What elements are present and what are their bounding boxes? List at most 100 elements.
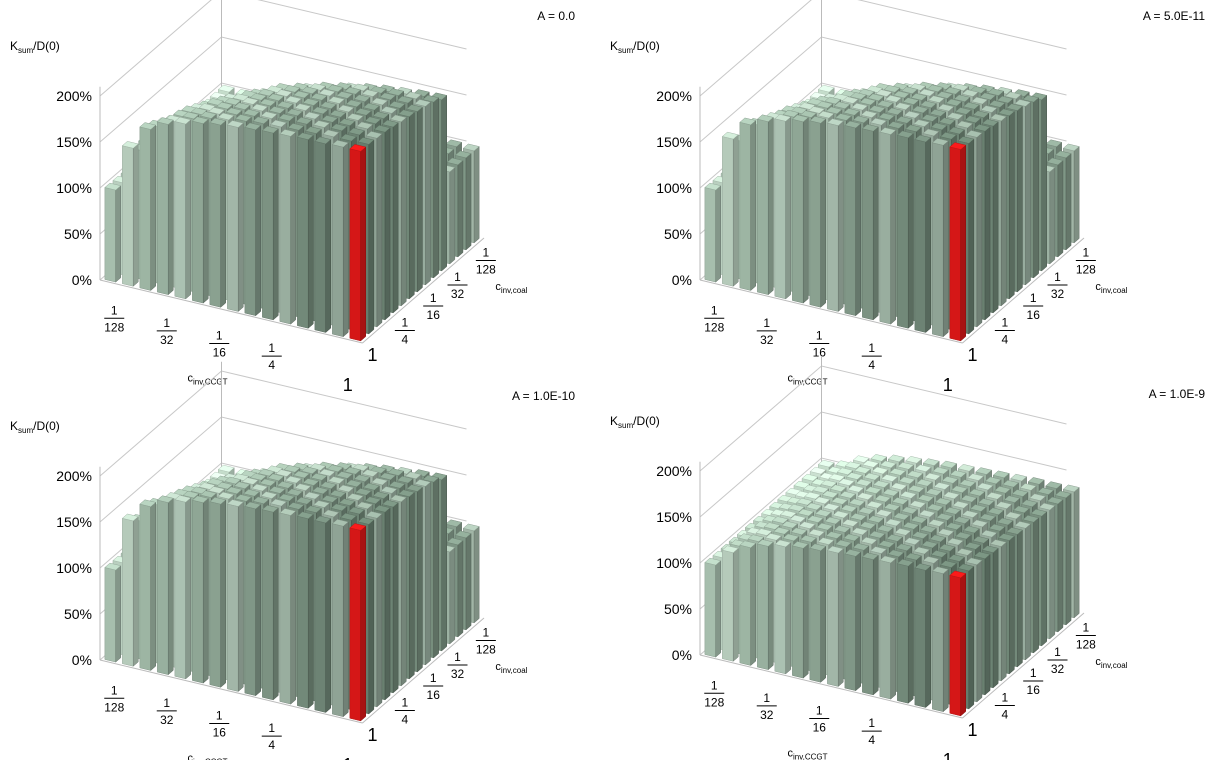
y-axis-line <box>962 237 1085 344</box>
bar <box>774 539 792 675</box>
z-tick-label: 200% <box>56 468 92 484</box>
x-tick-label: 14 <box>261 721 282 752</box>
svg-text:32: 32 <box>1051 662 1065 676</box>
y-tick-label: 1 <box>367 725 377 745</box>
y-tick-label: 1 <box>367 345 377 365</box>
bar <box>349 523 367 722</box>
bars <box>104 81 480 342</box>
x-tick-label: 116 <box>209 329 230 360</box>
svg-text:1: 1 <box>816 704 823 718</box>
bar <box>704 182 722 283</box>
x-tick-label: 1 <box>943 750 953 760</box>
z-tick-label: 0% <box>672 272 692 288</box>
bar <box>191 116 209 304</box>
z-tick-label: 0% <box>72 652 92 668</box>
z-tick-label: 100% <box>656 555 692 571</box>
x-axis-line <box>699 654 963 719</box>
z-tick-label: 200% <box>656 463 692 479</box>
bar <box>826 545 844 688</box>
y-axis-line <box>962 612 1085 719</box>
svg-text:1: 1 <box>763 691 770 705</box>
bar <box>261 125 279 321</box>
z-tick-label: 200% <box>56 88 92 104</box>
bar <box>721 545 739 662</box>
svg-text:1: 1 <box>1002 691 1009 705</box>
svg-text:128: 128 <box>704 695 724 709</box>
bar <box>209 496 227 688</box>
x-axis-line <box>99 279 363 344</box>
bar <box>774 114 792 300</box>
svg-text:1: 1 <box>1054 645 1061 659</box>
bar <box>349 144 367 342</box>
y-axis-line <box>362 237 485 344</box>
x-tick-label: 132 <box>156 316 177 347</box>
bar <box>226 120 244 313</box>
bar <box>121 513 139 667</box>
bar <box>104 562 122 663</box>
bar <box>791 114 809 304</box>
y-tick-label: 1 <box>967 345 977 365</box>
z-axis-label: Ksum/D(0) <box>610 414 660 430</box>
bar <box>331 139 349 338</box>
svg-text:1: 1 <box>711 678 718 692</box>
bar <box>931 566 949 713</box>
bar <box>314 136 332 334</box>
x-tick-label: 1 <box>343 375 353 395</box>
y-tick-label: 116 <box>423 671 444 702</box>
bar <box>756 539 774 671</box>
bar <box>809 116 827 308</box>
svg-text:1: 1 <box>943 750 953 760</box>
bar <box>931 138 949 338</box>
z-tick-label: 0% <box>72 272 92 288</box>
y-tick-label: 14 <box>394 316 415 347</box>
bar <box>226 499 244 693</box>
gridline <box>699 0 1067 97</box>
chart-title: A = 1.0E-10 <box>512 389 575 403</box>
bar <box>279 508 297 705</box>
bars <box>704 454 1080 717</box>
svg-text:128: 128 <box>1076 638 1096 652</box>
x-tick-label: 116 <box>809 704 830 735</box>
bar <box>244 501 262 697</box>
chart-title: A = 0.0 <box>537 9 575 23</box>
y-tick-label: 132 <box>1047 270 1068 301</box>
x-axis-line <box>699 279 963 344</box>
bar <box>139 122 157 292</box>
bar <box>331 519 349 718</box>
y-tick-label: 14 <box>394 696 415 727</box>
bar <box>949 142 967 342</box>
x-tick-label: 1 <box>943 375 953 395</box>
bar <box>739 117 757 292</box>
bar <box>704 557 722 658</box>
svg-text:1: 1 <box>967 720 977 740</box>
bar <box>121 141 139 287</box>
bars <box>104 461 480 722</box>
z-tick-label: 150% <box>656 134 692 150</box>
y-tick-label: 14 <box>994 691 1015 722</box>
chart-title: A = 1.0E-9 <box>1149 387 1206 401</box>
y-tick-label: 14 <box>994 316 1015 347</box>
svg-text:1: 1 <box>1083 621 1090 635</box>
x-tick-label: 116 <box>809 329 830 360</box>
x-tick-label: 132 <box>756 316 777 347</box>
bar <box>174 116 192 300</box>
bar <box>739 540 757 667</box>
gridline <box>99 0 467 97</box>
svg-text:4: 4 <box>868 733 875 747</box>
bar <box>296 132 314 329</box>
x-tick-label: 116 <box>209 709 230 740</box>
bar <box>861 124 879 321</box>
bar <box>896 558 914 704</box>
z-tick-label: 100% <box>56 180 92 196</box>
bar <box>914 134 932 334</box>
svg-text:32: 32 <box>760 708 774 722</box>
z-tick-label: 150% <box>56 134 92 150</box>
z-tick-label: 50% <box>64 226 92 242</box>
chart-title: A = 5.0E-11 <box>1143 9 1205 23</box>
